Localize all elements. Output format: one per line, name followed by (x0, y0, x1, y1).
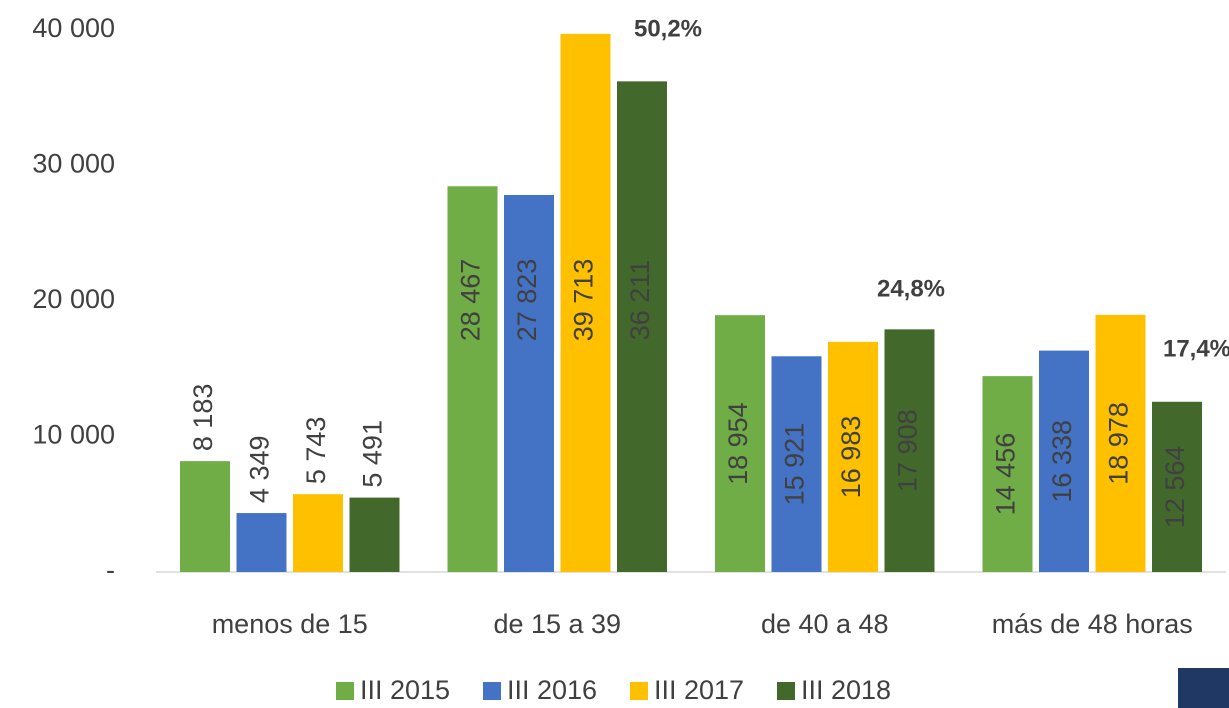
bar (828, 341, 878, 572)
data-label: 39 713 (569, 259, 599, 342)
bar (504, 194, 554, 572)
legend-label: III 2015 (360, 675, 450, 705)
legend-label: III 2017 (654, 675, 744, 705)
bar (1039, 350, 1089, 572)
bar (771, 356, 822, 572)
data-label: 8 183 (188, 384, 218, 452)
bar (236, 513, 287, 572)
annotation: 50,2% (634, 15, 702, 42)
legend-label: III 2016 (507, 675, 597, 705)
bar (884, 329, 935, 572)
data-label: 18 978 (1104, 402, 1134, 485)
legend-swatch (777, 682, 795, 700)
annotation: 17,4% (1163, 335, 1229, 362)
y-tick-label: 20 000 (32, 284, 115, 314)
bar (560, 33, 611, 572)
bar (180, 461, 230, 572)
bar (447, 186, 498, 572)
y-tick-label: 40 000 (32, 13, 115, 43)
x-tick-label: más de 48 horas (992, 609, 1193, 639)
y-tick-label: 10 000 (32, 420, 115, 450)
data-label: 12 564 (1160, 446, 1190, 529)
data-label: 16 338 (1047, 420, 1077, 503)
legend-swatch (483, 682, 501, 700)
annotation: 24,8% (877, 275, 945, 302)
legend-label: III 2018 (801, 675, 891, 705)
x-tick-label: de 40 a 48 (761, 609, 889, 639)
data-label: 18 954 (723, 402, 753, 485)
data-label: 4 349 (245, 435, 275, 503)
bar (982, 376, 1033, 572)
data-label: 15 921 (780, 423, 810, 506)
data-label: 14 456 (991, 433, 1021, 516)
bar (1152, 401, 1202, 572)
x-tick-label: menos de 15 (212, 609, 368, 639)
y-tick-label: 30 000 (32, 149, 115, 179)
y-tick-label: - (106, 555, 115, 585)
legend-swatch (336, 682, 354, 700)
legend-swatch (630, 682, 648, 700)
data-label: 27 823 (512, 259, 542, 342)
data-label: 16 983 (836, 416, 866, 499)
corner-logo (1178, 668, 1229, 708)
data-label: 5 491 (358, 420, 388, 488)
bar (715, 315, 765, 572)
data-label: 17 908 (893, 409, 923, 492)
bar (349, 497, 400, 572)
data-label: 5 743 (301, 417, 331, 485)
data-label: 36 211 (625, 260, 655, 341)
bar (293, 494, 343, 572)
x-tick-label: de 15 a 39 (493, 609, 621, 639)
bar (617, 81, 667, 573)
bar (1095, 314, 1146, 572)
data-label: 28 467 (456, 259, 486, 342)
